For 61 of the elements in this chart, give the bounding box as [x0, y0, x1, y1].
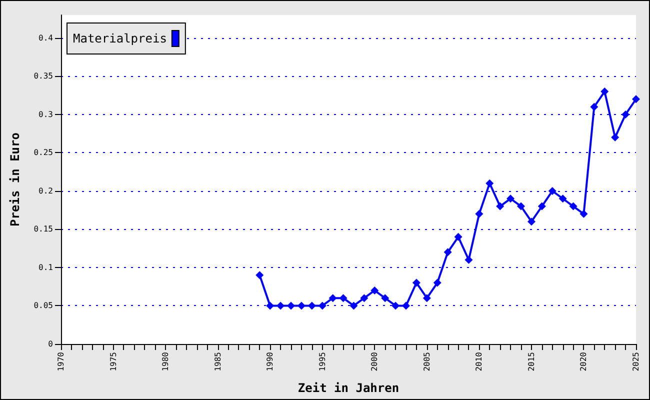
y-tick-label: 0.05: [34, 301, 54, 310]
point: [548, 186, 556, 195]
point: [632, 95, 640, 104]
point: [527, 218, 536, 226]
x-tick-label: 1980: [161, 352, 170, 372]
point: [517, 202, 525, 210]
x-tick-label: 2005: [422, 352, 432, 372]
point: [569, 202, 578, 210]
x-tick-label: 1970: [56, 352, 66, 372]
point: [350, 302, 358, 310]
point: [360, 294, 368, 302]
point: [464, 256, 473, 264]
point: [370, 286, 379, 294]
point: [590, 102, 598, 111]
x-tick-label: 1990: [266, 352, 275, 372]
y-tick-label: 0.1: [38, 262, 54, 272]
point: [538, 202, 546, 210]
point: [328, 294, 337, 302]
point: [496, 202, 504, 210]
point: [558, 194, 567, 203]
point: [402, 302, 410, 310]
x-tick-label: 1995: [318, 352, 327, 372]
point: [444, 248, 452, 256]
point: [392, 302, 400, 310]
x-tick-label: 2015: [526, 352, 536, 372]
y-tick-label: 0.25: [34, 148, 54, 158]
x-tick-label: 2010: [474, 352, 484, 372]
point: [287, 302, 295, 310]
point: [381, 294, 390, 302]
point: [422, 294, 431, 302]
point: [486, 179, 494, 188]
y-tick-label: 0.2: [38, 186, 54, 196]
point: [611, 133, 620, 142]
y-tick-label: 0.3: [38, 110, 54, 119]
point: [308, 302, 316, 310]
point: [622, 110, 630, 118]
point: [256, 271, 264, 280]
y-tick-label: 0.15: [34, 224, 54, 234]
point: [475, 210, 484, 218]
point: [318, 302, 326, 310]
point: [266, 302, 274, 310]
y-tick-label: 0.35: [34, 72, 54, 81]
x-tick-label: 1985: [213, 352, 222, 372]
y-tick-label: 0: [48, 340, 54, 348]
point: [600, 88, 609, 96]
x-tick-label: 1975: [108, 352, 118, 372]
y-axis-title: Preis in Euro: [8, 132, 22, 226]
point: [276, 302, 285, 310]
point: [454, 232, 462, 241]
x-axis-title: Zeit in Jahren: [298, 381, 400, 395]
point: [580, 210, 588, 218]
point: [297, 302, 306, 310]
x-tick-label: 2020: [579, 352, 588, 372]
x-tick-label: 2025: [632, 352, 640, 372]
point: [506, 194, 515, 203]
legend-label: Materialpreis: [73, 32, 167, 46]
x-tick-label: 2000: [370, 352, 380, 372]
point: [339, 294, 348, 302]
point: [412, 278, 420, 287]
point: [433, 278, 442, 287]
y-tick-label: 0.4: [38, 33, 54, 42]
